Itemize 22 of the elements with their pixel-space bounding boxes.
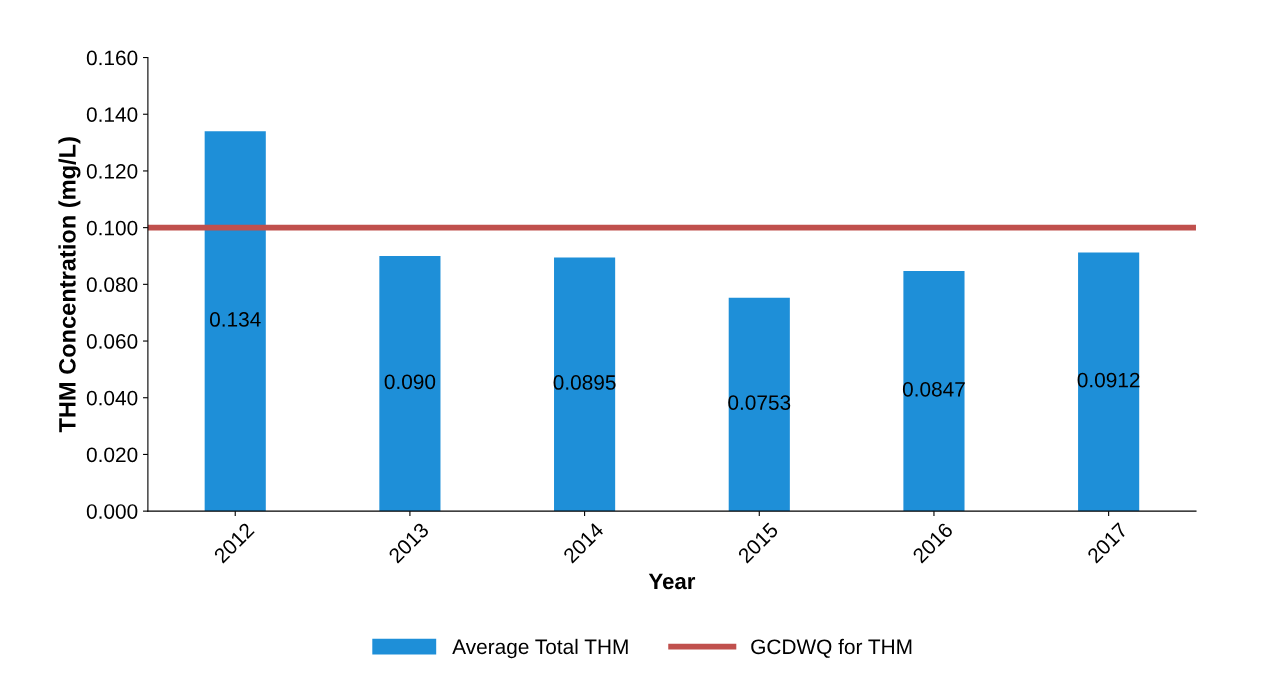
bar [204, 131, 266, 512]
y-axis-title: THM Concentration (mg/L) [58, 137, 81, 433]
legend-label: Average Total THM [452, 638, 628, 659]
data-label: 0.0847 [902, 381, 965, 397]
y-tick-label: 0.080 [86, 277, 138, 293]
bar [1078, 252, 1140, 512]
bar [554, 257, 616, 512]
bar [903, 271, 965, 512]
y-tick-label: 0.000 [86, 504, 138, 519]
legend-label: GCDWQ for THM [751, 638, 912, 658]
y-tick-label: 0.060 [86, 334, 138, 349]
y-tick-label: 0.040 [86, 390, 138, 406]
y-tick-label: 0.160 [86, 50, 138, 66]
bar [379, 255, 441, 512]
y-tick-label: 0.020 [86, 447, 138, 463]
y-tick-label: 0.100 [86, 220, 138, 236]
data-label: 0.090 [384, 374, 436, 390]
x-axis-title: Year [648, 573, 696, 590]
data-label: 0.134 [209, 312, 261, 327]
y-tick-label: 0.140 [86, 107, 138, 122]
y-tick-label: 0.120 [86, 163, 138, 179]
bar [728, 297, 790, 512]
